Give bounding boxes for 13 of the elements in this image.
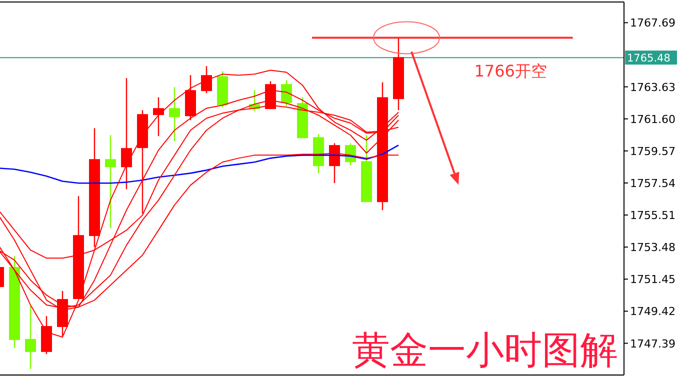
- annotation: 黄金一小时图解: [352, 328, 618, 372]
- y-tick-label: 1761.60: [630, 112, 676, 126]
- y-tick-label: 1757.54: [630, 176, 676, 190]
- ref-line-label: 1765.48: [627, 52, 670, 65]
- y-tick-label: 1747.39: [630, 337, 676, 350]
- y-tick-label: 1767.69: [630, 16, 676, 30]
- ref-line-label: 1766开空: [474, 62, 547, 81]
- y-tick-label: 1759.57: [630, 144, 676, 158]
- y-tick-label: 1749.42: [630, 305, 676, 318]
- y-tick-label: 1755.51: [630, 209, 676, 222]
- y-tick-label: 1753.48: [630, 241, 676, 254]
- y-tick-label: 1763.63: [630, 80, 676, 94]
- y-tick-label: 1751.45: [630, 273, 676, 286]
